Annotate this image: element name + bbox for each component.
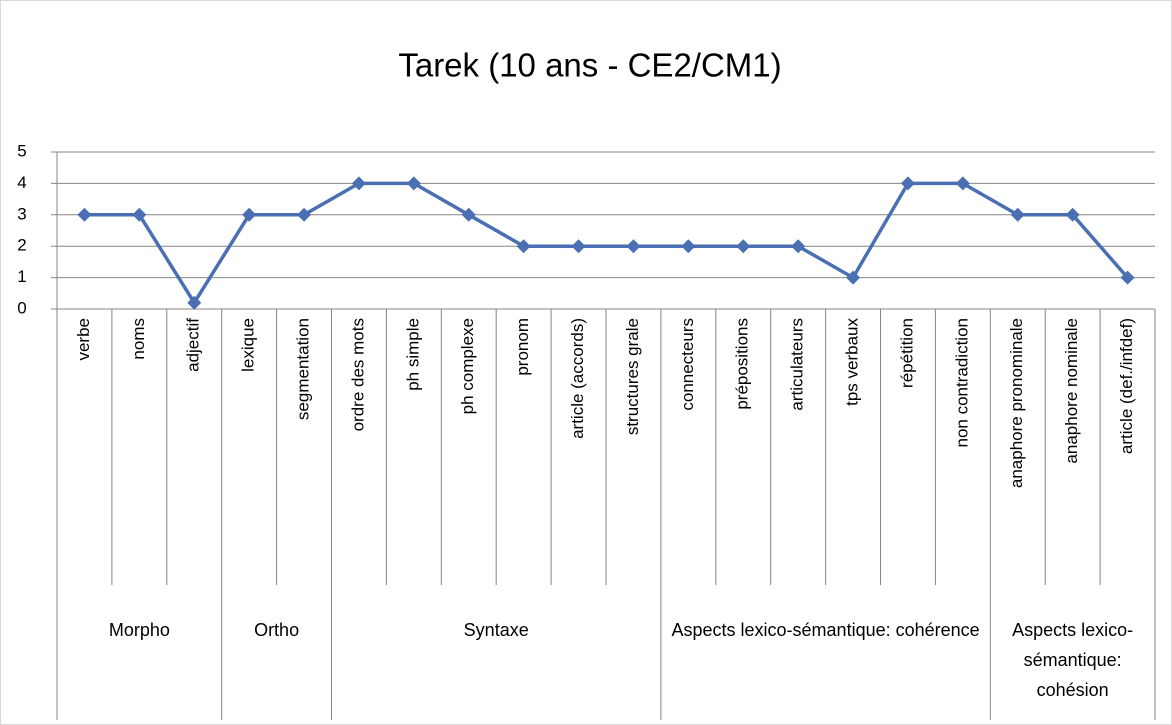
y-tick-label: 4 bbox=[17, 173, 26, 192]
marker bbox=[736, 239, 751, 254]
marker bbox=[461, 207, 476, 222]
group-label: Syntaxe bbox=[463, 620, 529, 640]
marker bbox=[187, 295, 202, 310]
marker bbox=[681, 239, 696, 254]
x-tick-label: pronom bbox=[513, 318, 532, 376]
marker bbox=[242, 207, 257, 222]
x-tick-label: anaphore pronominale bbox=[1007, 318, 1026, 488]
marker bbox=[406, 176, 421, 191]
marker bbox=[132, 207, 147, 222]
x-tick-label: connecteurs bbox=[678, 318, 697, 411]
x-tick-label: verbe bbox=[74, 318, 93, 361]
x-tick-label: articulateurs bbox=[788, 318, 807, 411]
x-tick-label: ph complexe bbox=[458, 318, 477, 414]
marker bbox=[846, 270, 861, 285]
marker bbox=[626, 239, 641, 254]
group-label: Aspects lexico-sémantique: cohérence bbox=[671, 620, 980, 640]
series-line bbox=[84, 181, 1129, 307]
x-tick-label: non contradiction bbox=[952, 318, 971, 447]
marker bbox=[1010, 207, 1025, 222]
marker bbox=[351, 176, 366, 191]
marker bbox=[1120, 270, 1135, 285]
y-tick-label: 3 bbox=[17, 204, 26, 223]
x-tick-label: anaphore nominale bbox=[1062, 318, 1081, 464]
group-label: Morpho bbox=[108, 620, 170, 640]
group-label: Ortho bbox=[254, 620, 300, 640]
marker bbox=[791, 239, 806, 254]
x-tick-label: prépositions bbox=[733, 318, 752, 410]
marker bbox=[77, 207, 92, 222]
x-tick-label: adjectif bbox=[184, 318, 203, 372]
marker bbox=[955, 176, 970, 191]
x-tick-label: tps verbaux bbox=[843, 318, 862, 406]
y-tick-label: 0 bbox=[17, 298, 26, 317]
chart-title: Tarek (10 ans - CE2/CM1) bbox=[398, 47, 781, 84]
marker bbox=[297, 207, 312, 222]
x-tick-label: structures grale bbox=[623, 318, 642, 435]
x-tick-label: segmentation bbox=[294, 318, 313, 420]
y-tick-label: 1 bbox=[17, 267, 26, 286]
x-tick-label: ph simple bbox=[403, 318, 422, 391]
y-tick-label: 5 bbox=[17, 141, 26, 160]
marker bbox=[900, 176, 915, 191]
marker bbox=[516, 239, 531, 254]
marker bbox=[1065, 207, 1080, 222]
x-tick-label: répétition bbox=[897, 318, 916, 388]
x-tick-label: noms bbox=[129, 318, 148, 360]
y-tick-label: 2 bbox=[17, 236, 26, 255]
group-label: Aspects lexico-sémantique: cohésion bbox=[1012, 620, 1134, 700]
x-tick-label: lexique bbox=[239, 318, 258, 372]
marker bbox=[571, 239, 586, 254]
x-tick-label: article (def./infdef) bbox=[1117, 318, 1136, 454]
x-tick-label: article (accords) bbox=[568, 318, 587, 439]
x-tick-label: ordre des mots bbox=[348, 318, 367, 431]
